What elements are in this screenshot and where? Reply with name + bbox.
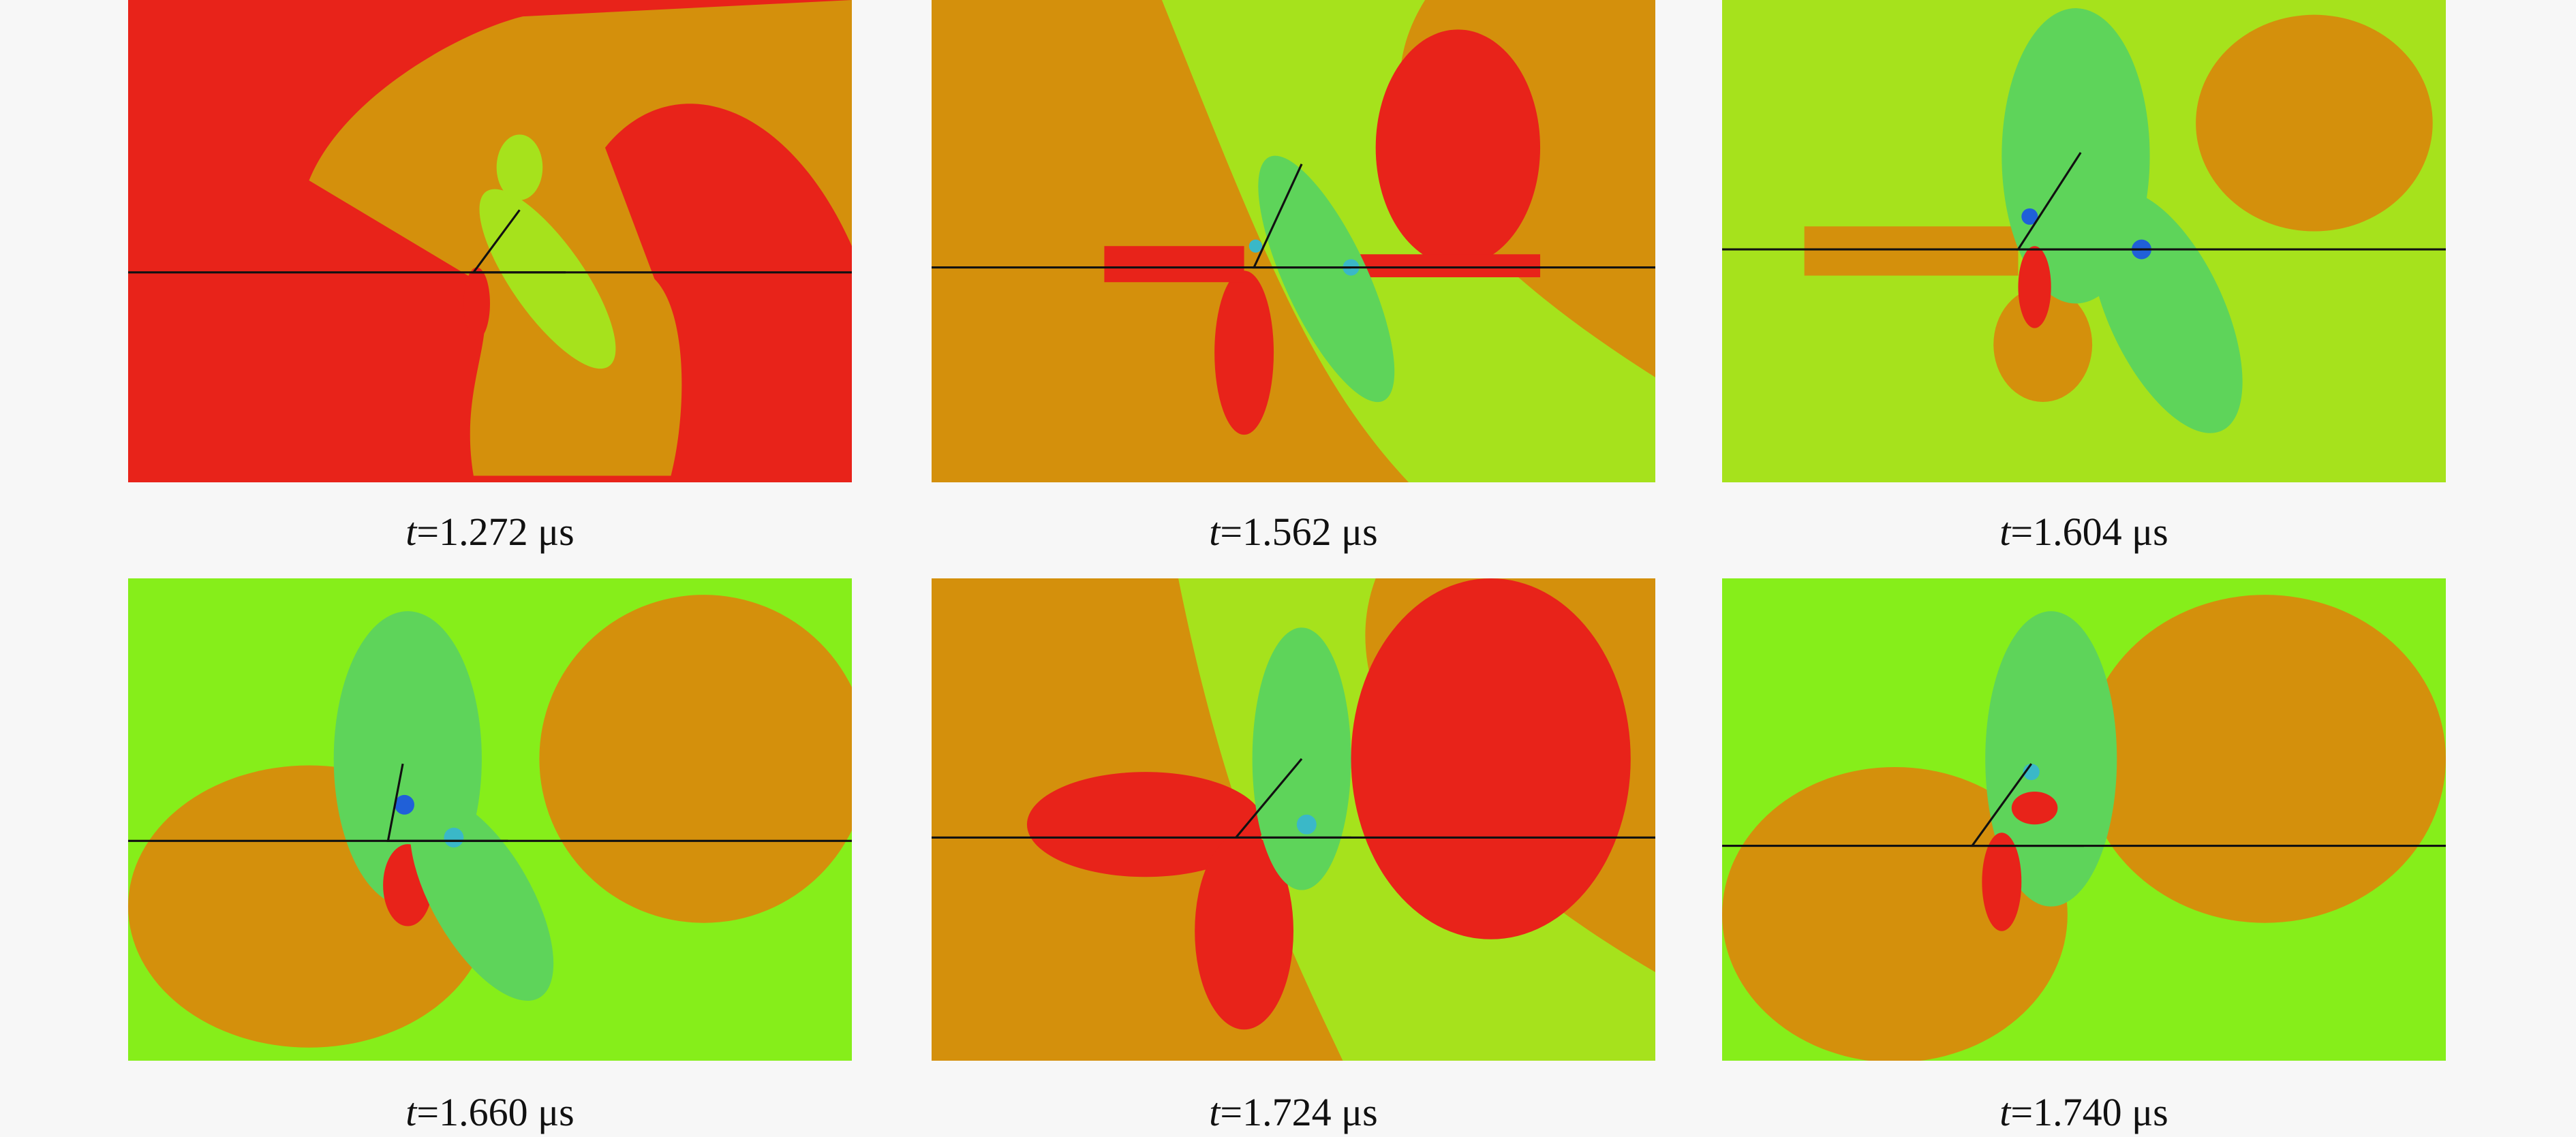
contour-plot (932, 578, 1655, 1061)
time-variable: t (405, 510, 417, 554)
caption: t=1.724 μs (932, 1093, 1655, 1132)
caption: t=1.740 μs (1722, 1093, 2446, 1132)
notch (1969, 763, 2084, 847)
notch (471, 209, 566, 274)
notch (2016, 152, 2142, 251)
contour-plot (128, 0, 852, 482)
time-value: =1.660 μs (416, 1090, 574, 1134)
simulation-panel (128, 0, 852, 482)
contour-region (1985, 611, 2117, 907)
contour-region (1296, 814, 1317, 835)
contour-region (496, 134, 543, 200)
contour-region (410, 796, 554, 1001)
contour-region (2018, 246, 2051, 328)
contour-region (395, 794, 414, 815)
contour-region (1252, 627, 1351, 890)
time-variable: t (1999, 510, 2011, 554)
contour-region (1258, 155, 1395, 403)
contour-region (1195, 832, 1293, 1030)
contour-region (444, 828, 464, 847)
contour-region (1722, 767, 2068, 1061)
contour-region (1375, 29, 1541, 266)
contour-region (1248, 239, 1263, 253)
contour-plot (1722, 578, 2446, 1061)
time-value: =1.604 μs (2010, 510, 2168, 554)
time-value: =1.724 μs (1220, 1090, 1378, 1134)
contour-region (1026, 772, 1264, 877)
contour-region (1982, 832, 2022, 931)
contour-region (1351, 254, 1541, 277)
contour-region (463, 267, 490, 340)
contour-region (2196, 14, 2433, 232)
simulation-panel (128, 578, 852, 1061)
caption: t=1.562 μs (932, 512, 1655, 552)
contour-region (309, 0, 852, 476)
contour-region (2011, 792, 2058, 825)
contour-region (2089, 190, 2243, 433)
contour-region (1214, 270, 1274, 435)
simulation-panel (932, 0, 1655, 482)
simulation-panel (1722, 0, 2446, 482)
contour-region (1804, 226, 2019, 276)
contour-plot (128, 578, 852, 1061)
contour-region (1351, 578, 1631, 939)
time-value: =1.562 μs (1220, 510, 1378, 554)
caption: t=1.272 μs (128, 512, 852, 552)
notch (1252, 163, 1351, 269)
simulation-panel (1722, 578, 2446, 1061)
time-value: =1.272 μs (416, 510, 574, 554)
time-variable: t (1209, 510, 1221, 554)
time-value: =1.740 μs (2010, 1090, 2168, 1134)
contour-region (2021, 208, 2038, 225)
notch (1233, 758, 1351, 839)
contour-plot (1722, 0, 2446, 482)
contour-plot (932, 0, 1655, 482)
caption: t=1.660 μs (128, 1093, 852, 1132)
caption: t=1.604 μs (1722, 512, 2446, 552)
contour-region (479, 189, 616, 369)
contour-region (1993, 287, 2093, 402)
time-variable: t (1209, 1090, 1221, 1134)
simulation-panel (932, 578, 1655, 1061)
time-variable: t (405, 1090, 417, 1134)
time-variable: t (1999, 1090, 2011, 1134)
contour-region (1104, 246, 1244, 283)
notch (386, 763, 508, 842)
contour-region (2084, 595, 2446, 923)
